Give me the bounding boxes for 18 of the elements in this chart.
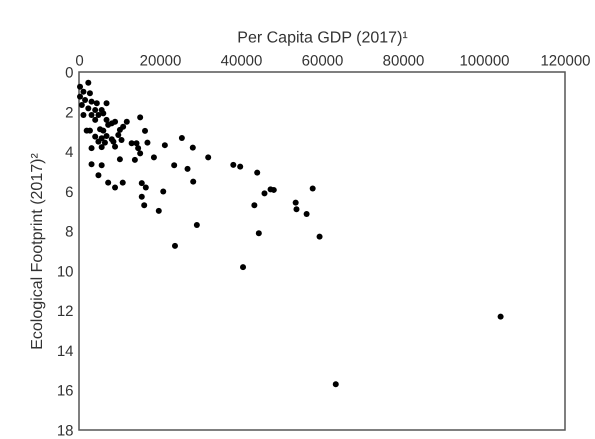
y-tick-label: 2 [65, 104, 74, 122]
y-tick-label: 18 [56, 422, 74, 439]
y-tick-label: 0 [65, 64, 74, 82]
y-tick-label: 10 [56, 263, 74, 280]
x-tick-label: 60000 [302, 52, 344, 70]
y-tick-label: 16 [56, 382, 74, 400]
y-tick-label: 14 [56, 342, 74, 360]
y-tick-label: 4 [65, 144, 74, 162]
y-axis-title: Ecological Footprint (2017)² [28, 152, 46, 350]
y-tick-label: 12 [56, 303, 74, 320]
x-tick-label: 100000 [459, 52, 510, 70]
y-tick-label: 8 [65, 224, 74, 241]
x-tick-label: 20000 [140, 52, 182, 70]
x-tick-label: 40000 [220, 52, 262, 70]
y-tick-label: 6 [65, 184, 74, 201]
x-tick-label: 120000 [540, 52, 591, 70]
x-axis-title: Per Capita GDP (2017)¹ [237, 30, 408, 46]
x-tick-label: 80000 [382, 52, 424, 70]
